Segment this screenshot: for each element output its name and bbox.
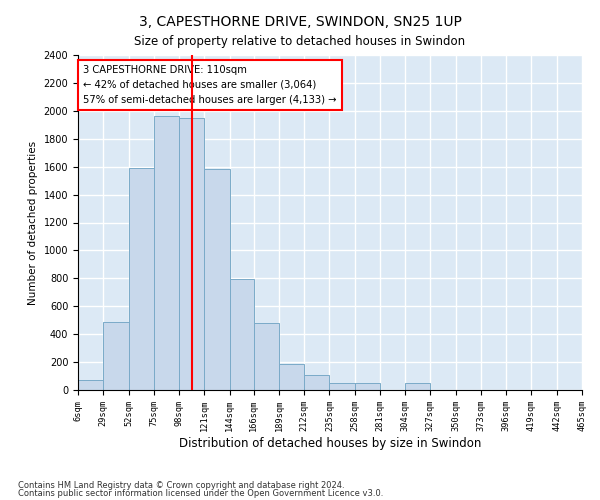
Bar bbox=[78, 380, 103, 390]
Text: Contains public sector information licensed under the Open Government Licence v3: Contains public sector information licen… bbox=[18, 489, 383, 498]
Bar bbox=[279, 364, 304, 390]
Text: 3, CAPESTHORNE DRIVE, SWINDON, SN25 1UP: 3, CAPESTHORNE DRIVE, SWINDON, SN25 1UP bbox=[139, 15, 461, 29]
Bar bbox=[254, 323, 279, 390]
Text: Size of property relative to detached houses in Swindon: Size of property relative to detached ho… bbox=[134, 35, 466, 48]
Bar bbox=[154, 116, 179, 390]
Bar bbox=[329, 383, 355, 390]
Bar bbox=[179, 118, 204, 390]
Text: Contains HM Land Registry data © Crown copyright and database right 2024.: Contains HM Land Registry data © Crown c… bbox=[18, 480, 344, 490]
Bar bbox=[103, 322, 128, 390]
Bar bbox=[128, 168, 154, 390]
Bar bbox=[204, 170, 230, 390]
Y-axis label: Number of detached properties: Number of detached properties bbox=[28, 140, 38, 304]
Text: 3 CAPESTHORNE DRIVE: 110sqm
← 42% of detached houses are smaller (3,064)
57% of : 3 CAPESTHORNE DRIVE: 110sqm ← 42% of det… bbox=[83, 65, 337, 104]
Bar bbox=[405, 383, 430, 390]
Bar bbox=[355, 383, 380, 390]
X-axis label: Distribution of detached houses by size in Swindon: Distribution of detached houses by size … bbox=[179, 437, 481, 450]
Bar bbox=[230, 279, 254, 390]
Bar bbox=[304, 374, 329, 390]
